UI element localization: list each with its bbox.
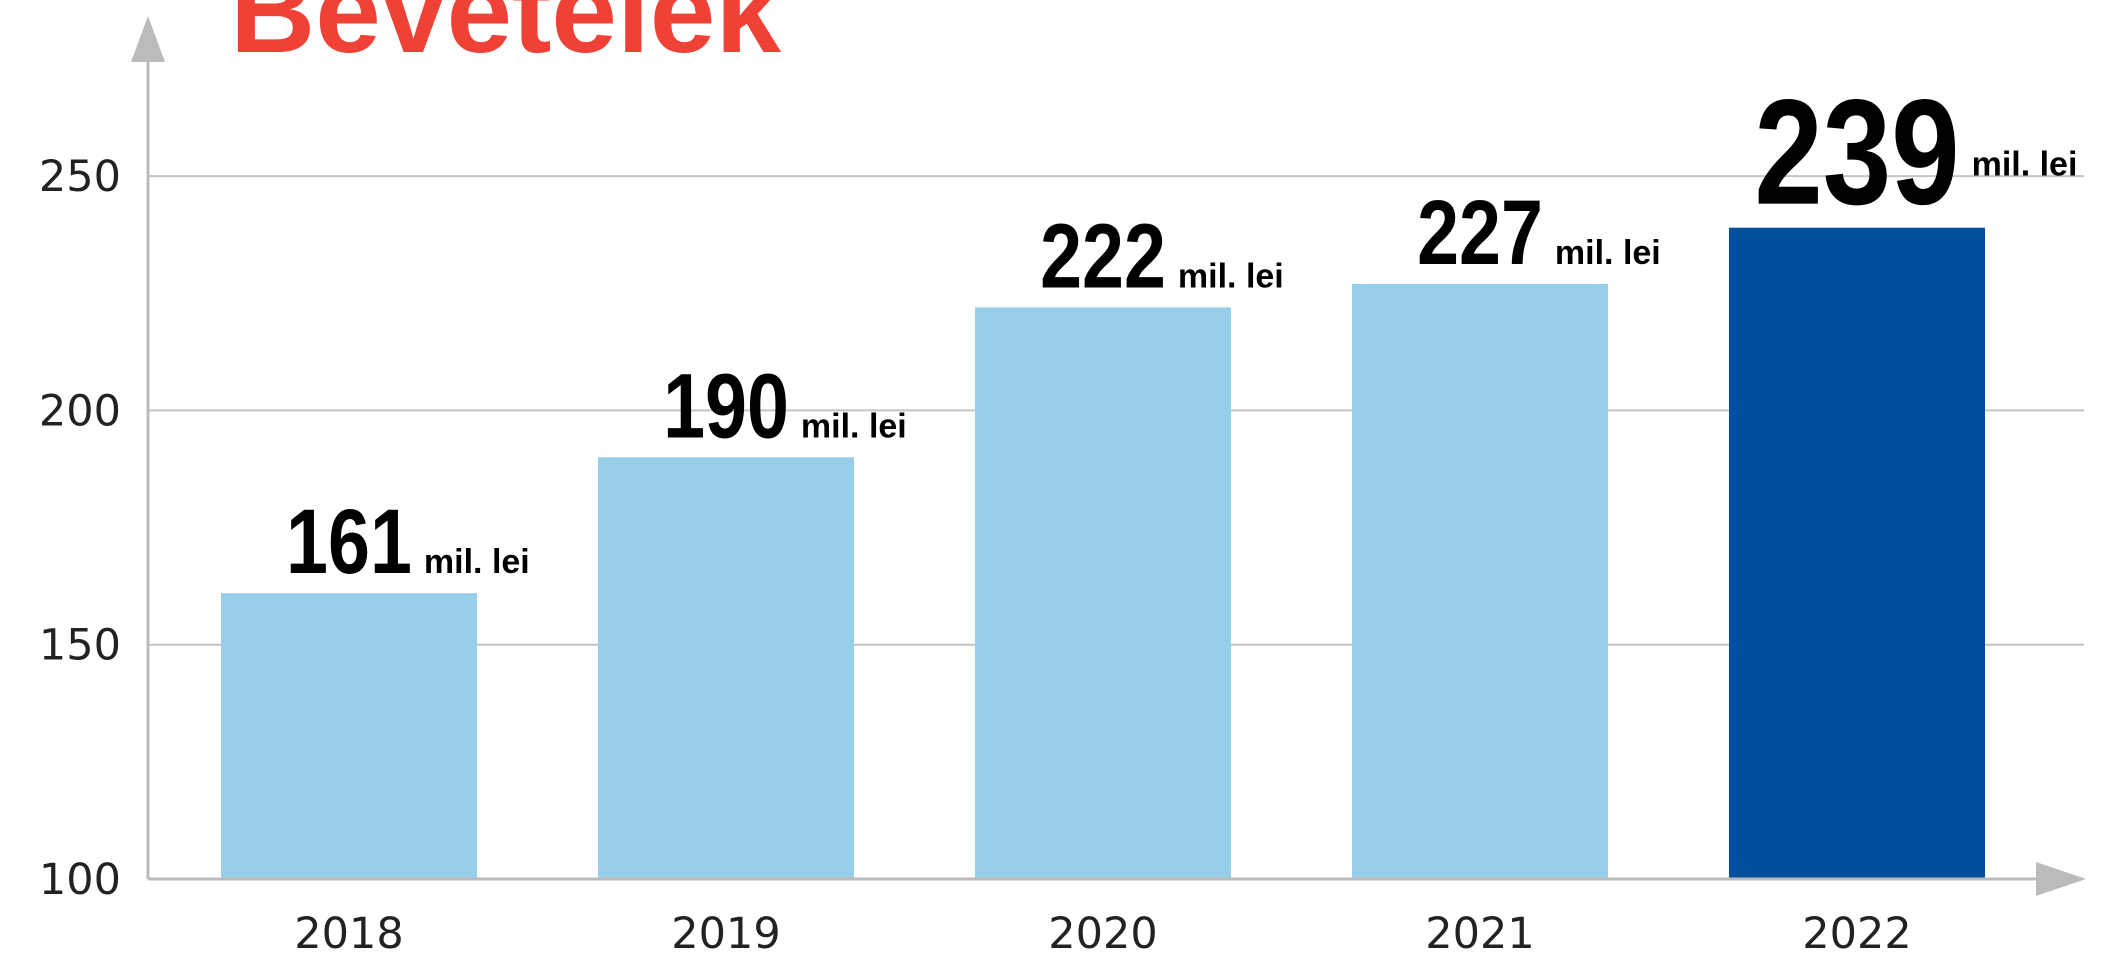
y-tick-label: 250 [39, 152, 121, 202]
x-tick-label: 2018 [294, 909, 403, 957]
bar [1729, 227, 1985, 879]
value-label: 190 [663, 354, 789, 457]
y-tick-label: 200 [39, 386, 121, 436]
bar [1352, 283, 1608, 879]
x-tick-label: 2020 [1048, 909, 1157, 957]
value-label: 227 [1417, 181, 1543, 284]
x-axis-arrow [2036, 862, 2086, 896]
y-tick-label: 100 [39, 855, 121, 905]
value-unit: mil. lei [801, 407, 907, 445]
value-label: 222 [1040, 204, 1166, 307]
x-tick-label: 2022 [1802, 909, 1911, 957]
bar [975, 307, 1231, 879]
bar [598, 457, 854, 879]
value-unit: mil. lei [1555, 234, 1661, 272]
x-tick-label: 2021 [1425, 909, 1534, 957]
y-tick-label: 150 [39, 621, 121, 671]
chart-title: Bevételek [230, 0, 781, 78]
value-label: 161 [286, 490, 412, 593]
bar [221, 593, 477, 879]
y-axis-arrow [131, 16, 165, 62]
value-unit: mil. lei [1972, 146, 2078, 184]
value-label: 239 [1754, 69, 1959, 236]
x-tick-label: 2019 [671, 909, 780, 957]
value-unit: mil. lei [1178, 257, 1284, 295]
value-unit: mil. lei [424, 543, 530, 581]
